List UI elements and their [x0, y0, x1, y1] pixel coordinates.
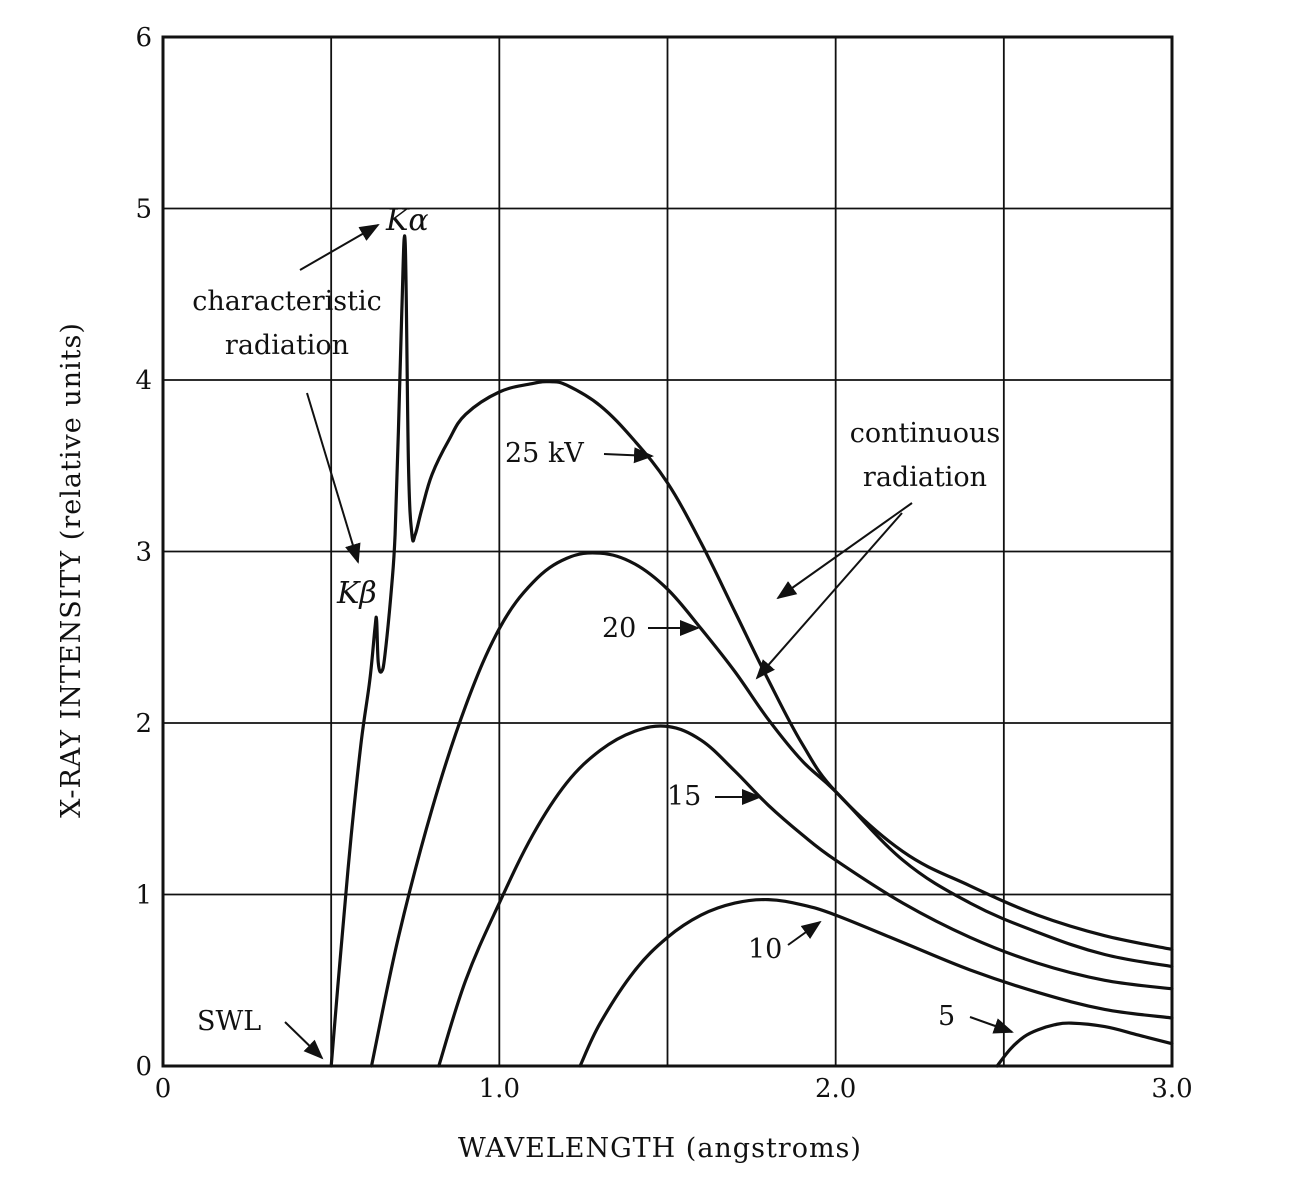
x-tick-label: 1.0 — [479, 1074, 520, 1104]
characteristic-arrow — [306, 392, 361, 564]
kb-label: Kβ — [336, 576, 377, 611]
series-label-10: 10 — [748, 934, 782, 965]
series-line-1 — [329, 234, 1174, 1068]
series-line-3 — [437, 724, 1174, 1068]
y-tick-label: 3 — [135, 538, 152, 568]
plot-frame — [161, 35, 1174, 1068]
y-tick-labels: 0 1 2 3 4 5 6 — [135, 23, 152, 1082]
continuous-arrow-2 — [755, 512, 903, 680]
y-tick-label: 0 — [135, 1052, 152, 1082]
series-line-4 — [578, 897, 1174, 1068]
y-tick-label: 5 — [135, 195, 152, 225]
continuous-arrow-1 — [776, 502, 913, 600]
x-tick-label: 2.0 — [815, 1074, 856, 1104]
swl-label: SWL — [197, 1006, 261, 1037]
series-label-15: 15 — [667, 781, 701, 812]
x-tick-label: 0 — [155, 1074, 172, 1104]
series-arrow-25kv — [603, 447, 654, 464]
series-line-2 — [369, 551, 1174, 1068]
characteristic-label-line2: radiation — [225, 330, 349, 361]
ka-arrow — [299, 224, 380, 271]
grid — [163, 37, 1172, 1066]
series-label-20: 20 — [602, 613, 636, 644]
series-arrow-5 — [969, 1016, 1014, 1034]
y-axis-label: X-RAY INTENSITY (relative units) — [56, 322, 87, 818]
characteristic-label-line1: characteristic — [192, 286, 382, 317]
continuous-label-line2: radiation — [863, 462, 987, 493]
annotations: Kα characteristic radiation Kβ SWL conti… — [192, 203, 1014, 1060]
y-tick-label: 6 — [135, 23, 152, 53]
y-tick-label: 4 — [135, 366, 152, 396]
x-tick-labels: 0 1.0 2.0 3.0 — [155, 1074, 1193, 1104]
swl-arrow — [284, 1021, 324, 1060]
plot-area-border — [161, 35, 1174, 1068]
series-line-5 — [995, 1021, 1174, 1068]
continuous-label-line1: continuous — [850, 418, 1001, 449]
curves — [329, 234, 1174, 1068]
series-label-5: 5 — [938, 1001, 955, 1032]
y-tick-label: 1 — [135, 881, 152, 911]
x-axis-label: WAVELENGTH (angstroms) — [458, 1133, 862, 1164]
series-arrow-10 — [787, 920, 822, 946]
ka-label: Kα — [385, 203, 429, 238]
series-label-25kv: 25 kV — [505, 438, 584, 469]
y-tick-label: 2 — [135, 709, 152, 739]
x-tick-label: 3.0 — [1151, 1074, 1192, 1104]
